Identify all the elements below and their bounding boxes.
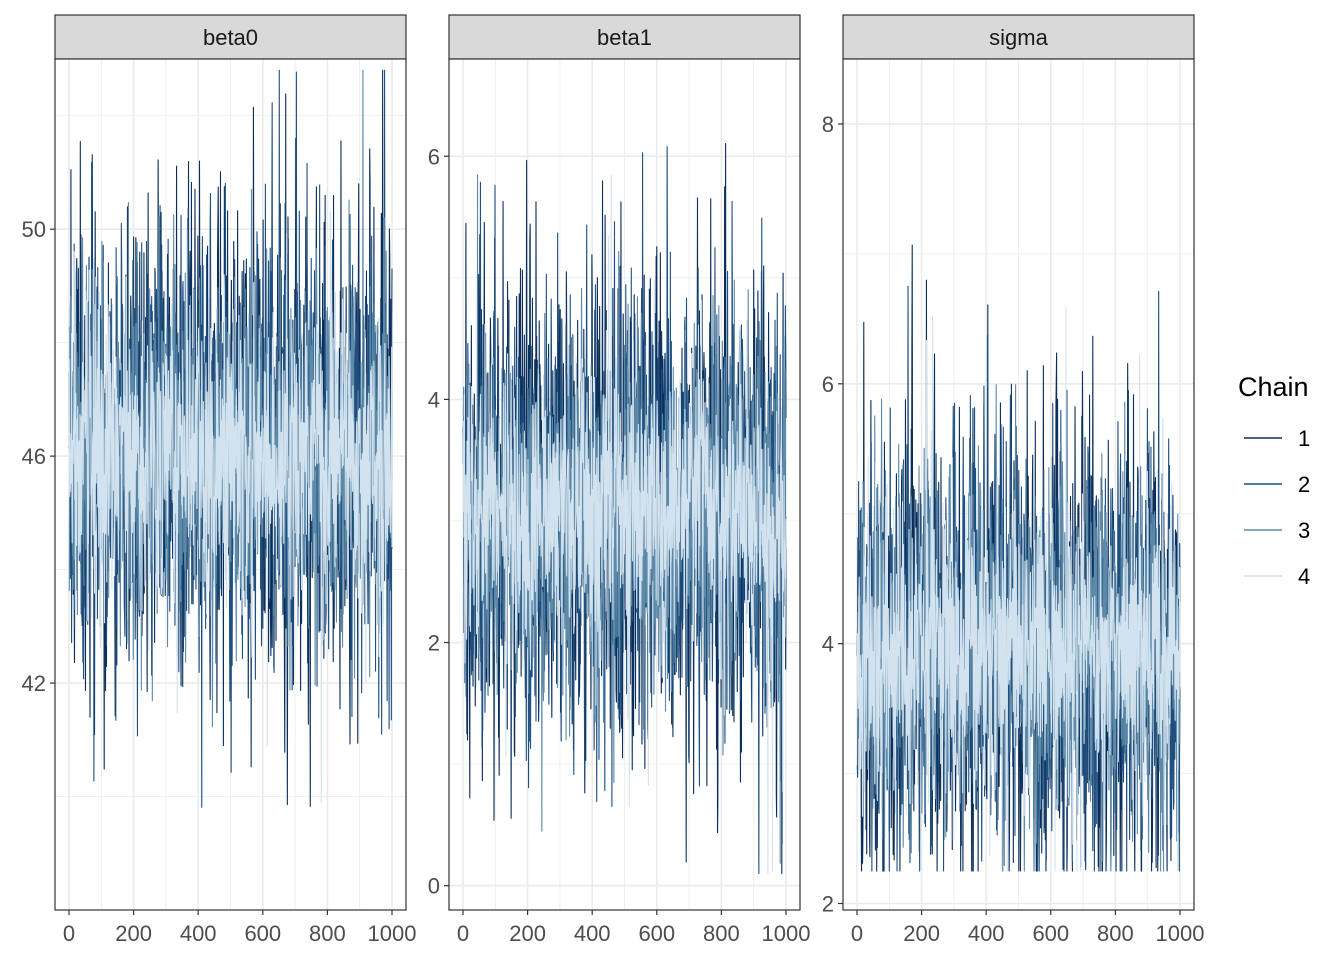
strip-label-beta0: beta0 — [203, 25, 258, 50]
x-tick-label: 200 — [509, 921, 546, 946]
panel-sigma: sigma 2 4 6 8 0 200 400 600 800 1000 — [822, 14, 1205, 946]
x-tick-label: 600 — [244, 921, 281, 946]
x-tick-label: 0 — [851, 921, 863, 946]
series-chain-4 — [856, 307, 1181, 872]
x-tick-label: 400 — [968, 921, 1005, 946]
x-tick-label: 0 — [63, 921, 75, 946]
strip-label-beta1: beta1 — [597, 25, 652, 50]
series-group — [68, 69, 393, 808]
x-tick-label: 1000 — [1156, 921, 1205, 946]
x-tick-label: 800 — [1097, 921, 1134, 946]
legend-title: Chain — [1238, 372, 1309, 402]
x-tick-label: 600 — [1032, 921, 1069, 946]
y-tick-label: 4 — [822, 632, 834, 657]
x-tick-label: 200 — [115, 921, 152, 946]
x-tick-label: 800 — [703, 921, 740, 946]
y-tick-label: 42 — [22, 671, 46, 696]
x-tick-label: 400 — [574, 921, 611, 946]
y-tick-label: 6 — [428, 144, 440, 169]
legend-label-3: 3 — [1298, 518, 1310, 543]
series-chain-4 — [68, 211, 393, 804]
panel-beta1: beta1 0 2 4 6 0 200 400 600 800 1000 — [428, 14, 811, 946]
x-tick-label: 400 — [180, 921, 217, 946]
y-tick-label: 2 — [428, 631, 440, 656]
panel-border — [448, 58, 801, 911]
x-tick-label: 200 — [903, 921, 940, 946]
y-tick-label: 46 — [22, 444, 46, 469]
y-tick-label: 0 — [428, 874, 440, 899]
strip-sigma — [842, 14, 1195, 60]
strip-beta1 — [448, 14, 801, 60]
panel-border — [54, 58, 407, 911]
legend-label-1: 1 — [1298, 426, 1310, 451]
y-tick-label: 6 — [822, 372, 834, 397]
y-tick-label: 2 — [822, 892, 834, 917]
legend: Chain 1 2 3 4 — [1238, 372, 1310, 589]
strip-label-sigma: sigma — [989, 25, 1048, 50]
x-tick-label: 0 — [457, 921, 469, 946]
series-group — [462, 143, 787, 875]
y-tick-label: 8 — [822, 112, 834, 137]
x-tick-label: 800 — [309, 921, 346, 946]
legend-label-2: 2 — [1298, 472, 1310, 497]
y-tick-label: 50 — [22, 217, 46, 242]
panel-beta0: beta0 42 46 50 0 200 400 600 800 1000 — [22, 14, 417, 946]
strip-beta0 — [54, 14, 407, 60]
panel-border — [842, 58, 1195, 911]
y-tick-label: 4 — [428, 387, 440, 412]
series-chain-4 — [462, 174, 787, 875]
legend-label-4: 4 — [1298, 564, 1310, 589]
x-tick-label: 1000 — [762, 921, 811, 946]
x-tick-label: 600 — [638, 921, 675, 946]
x-tick-label: 1000 — [368, 921, 417, 946]
series-group — [856, 244, 1181, 872]
